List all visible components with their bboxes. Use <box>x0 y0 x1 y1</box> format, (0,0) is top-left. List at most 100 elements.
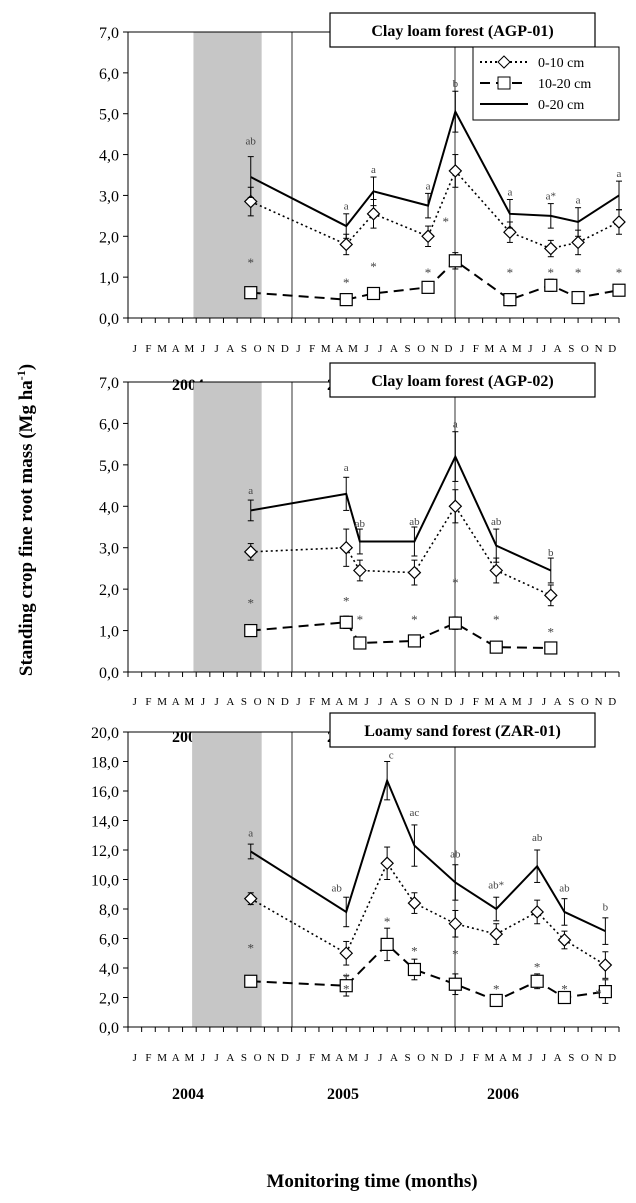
y-tick-label: 1,0 <box>99 624 119 641</box>
month-label: A <box>172 696 180 708</box>
data-point-square <box>530 974 544 988</box>
y-tick-label: 2,0 <box>99 229 119 246</box>
month-label: J <box>215 696 220 708</box>
significance-star: * <box>370 259 377 274</box>
month-label: D <box>608 696 616 708</box>
month-label: F <box>473 343 479 355</box>
y-tick-label: 4,0 <box>99 148 119 165</box>
data-point-diamond <box>489 927 504 941</box>
month-label: M <box>348 343 358 355</box>
significance-letter: ab <box>450 848 461 860</box>
data-point-diamond <box>407 565 422 580</box>
significance-star: * <box>248 940 255 955</box>
y-axis-label-main: Standing crop fine root mass (Mg ha <box>16 380 37 676</box>
month-label: S <box>568 343 574 355</box>
y-tick-label: 18,0 <box>91 755 119 772</box>
month-label: J <box>528 343 533 355</box>
significance-letter: a <box>344 201 349 213</box>
y-tick-label: 0,0 <box>99 1020 119 1037</box>
month-label: J <box>133 1052 138 1064</box>
data-point-diamond <box>339 946 354 961</box>
month-label: J <box>460 696 465 708</box>
y-axis-label-tail: ) <box>16 364 37 370</box>
month-label: J <box>201 1052 206 1064</box>
series-line-solid <box>250 777 606 933</box>
panel-title: Clay loam forest (AGP-01) <box>371 23 553 40</box>
month-label: M <box>348 1052 358 1064</box>
month-label: O <box>581 343 589 355</box>
significance-letter: a <box>426 180 431 192</box>
month-label: J <box>365 1052 370 1064</box>
significance-letter: a <box>507 186 512 198</box>
data-point-diamond <box>598 958 613 972</box>
month-label: N <box>267 696 275 708</box>
month-label: J <box>460 343 465 355</box>
month-label: M <box>321 343 331 355</box>
data-point-square <box>339 979 353 993</box>
month-label: M <box>512 343 522 355</box>
data-point-square <box>489 640 503 654</box>
month-label: F <box>309 343 315 355</box>
data-point-square <box>353 636 367 650</box>
significance-star: * <box>343 275 350 290</box>
y-tick-label: 3,0 <box>99 188 119 205</box>
month-label: D <box>608 1052 616 1064</box>
data-point-square <box>339 615 353 629</box>
significance-star: * <box>548 625 555 640</box>
data-point-diamond <box>366 206 381 221</box>
significance-letter: a <box>248 828 253 840</box>
y-tick-label: 3,0 <box>99 541 119 558</box>
month-label: J <box>365 343 370 355</box>
month-label: M <box>348 696 358 708</box>
significance-letter: ab <box>409 516 420 528</box>
data-point-diamond <box>448 164 463 178</box>
data-point-square <box>407 962 422 977</box>
month-label: D <box>445 696 453 708</box>
data-point-diamond <box>543 588 558 603</box>
month-label: A <box>226 1052 234 1064</box>
y-tick-label: 4,0 <box>99 499 119 516</box>
month-label: A <box>554 1052 562 1064</box>
data-point-square <box>339 293 353 307</box>
month-label: N <box>431 343 439 355</box>
month-label: S <box>568 696 574 708</box>
month-label: J <box>296 696 301 708</box>
data-point-diamond <box>339 540 354 555</box>
series-line-dotted <box>250 861 606 966</box>
month-label: J <box>215 343 220 355</box>
significance-star: * <box>411 612 418 627</box>
significance-star: * <box>343 593 350 608</box>
significance-star: * <box>493 612 500 627</box>
significance-star: * <box>534 960 541 975</box>
y-tick-label: 20,0 <box>91 725 119 742</box>
month-label: N <box>267 1052 275 1064</box>
year-label: 2004 <box>172 1086 204 1103</box>
data-point-diamond <box>489 563 504 578</box>
panel-title: Loamy sand forest (ZAR-01) <box>364 723 561 740</box>
month-label: S <box>241 1052 247 1064</box>
month-label: S <box>241 343 247 355</box>
month-label: J <box>133 343 138 355</box>
year-label: 2006 <box>487 1086 519 1103</box>
significance-star: * <box>561 982 568 997</box>
data-point-diamond <box>530 905 545 919</box>
month-label: A <box>172 343 180 355</box>
month-label: J <box>378 1052 383 1064</box>
month-label: D <box>281 343 289 355</box>
y-tick-label: 12,0 <box>91 843 119 860</box>
month-label: J <box>378 696 383 708</box>
y-tick-label: 2,0 <box>99 582 119 599</box>
significance-letter: b <box>603 901 609 913</box>
month-label: O <box>254 343 262 355</box>
legend-marker-square <box>497 76 511 90</box>
month-label: F <box>309 1052 315 1064</box>
month-label: N <box>595 696 603 708</box>
dry-season-shading <box>193 32 262 318</box>
y-axis-label: Standing crop fine root mass (Mg ha-1) <box>14 364 37 676</box>
month-label: S <box>405 1052 411 1064</box>
data-point-square <box>544 641 558 655</box>
data-point-square <box>448 616 462 630</box>
month-label: J <box>215 1052 220 1064</box>
significance-letter: c <box>389 750 394 762</box>
month-label: D <box>281 696 289 708</box>
